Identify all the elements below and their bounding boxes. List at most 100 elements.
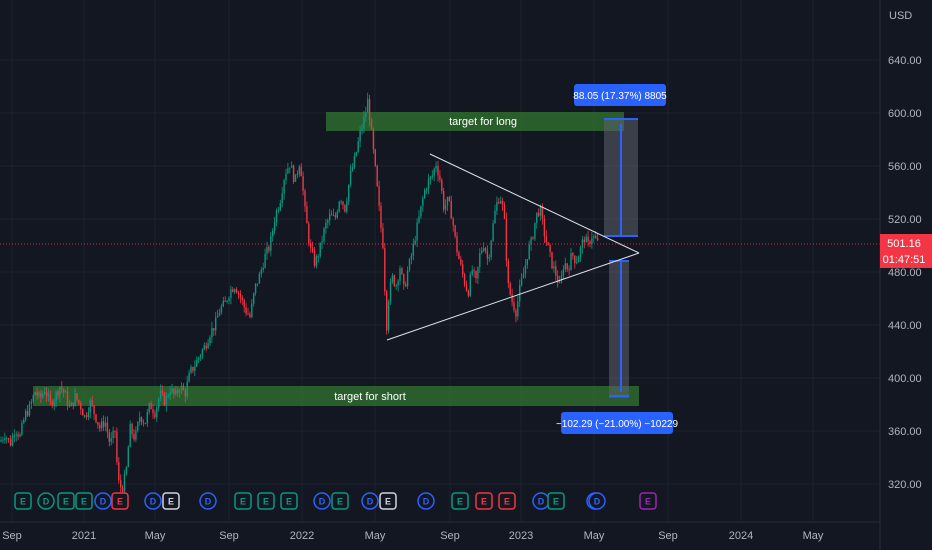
event-marker[interactable]: E [234,492,252,510]
candle-body [475,271,477,279]
time-axis[interactable]: Sep 2021 May Sep 2022 May Sep 2023 May Sep 2024 May [0,521,880,542]
candle-body [125,467,128,475]
symmetrical-triangle[interactable] [386,153,640,341]
event-marker[interactable]: E [475,492,493,510]
candle-body [116,431,118,463]
event-marker[interactable]: E [639,492,657,510]
candle-body [32,395,34,402]
candle-body [99,424,101,429]
grid-lines [0,0,880,522]
candle-body [203,345,205,350]
candle-body [146,411,148,424]
event-marker[interactable]: D [532,492,550,510]
y-tick-label: 640.00 [888,55,922,67]
candle-body [519,285,521,302]
candle-body [159,390,162,399]
short-target-zone[interactable] [33,386,639,406]
event-marker[interactable]: D [199,492,217,510]
candle-body [405,284,407,287]
event-marker[interactable]: D [361,492,379,510]
candle-body [277,209,280,211]
event-letter: D [423,497,430,507]
candle-body [190,366,192,373]
candle-body [581,239,584,248]
event-marker[interactable]: D [144,492,162,510]
measure-down-label: −102.29 (−21.00%) −10229 [556,419,678,430]
dividend-icon [94,492,112,510]
event-marker[interactable]: E [331,492,349,510]
candle-body [420,206,422,217]
measure-tools[interactable]: 88.05 (17.37%) 8805 −102.29 (−21.00%) −1… [556,84,678,434]
candle-body [505,218,508,261]
long-target-zone[interactable] [326,112,624,131]
candle-body [121,487,124,492]
event-marker[interactable]: E [451,492,469,510]
candle-body [344,204,346,212]
candle-body [272,230,274,237]
measure-up-label-box [574,84,666,106]
x-tick-label: May [365,530,386,542]
candle-body [342,201,344,205]
candle-body [137,422,139,431]
event-marker[interactable]: E [498,492,516,510]
event-marker[interactable]: E [280,492,298,510]
candle-body [211,328,213,338]
candle-body [304,190,306,207]
candle-body [249,314,251,317]
event-marker[interactable]: D [417,492,435,510]
triangle-upper-line[interactable] [429,153,640,254]
event-marker[interactable]: D [313,492,331,510]
event-marker[interactable]: E [257,492,275,510]
candle-body [564,263,566,270]
y-tick-label: 480.00 [888,267,922,279]
candle-body [218,312,221,316]
event-marker[interactable]: E [162,492,180,510]
candle-body [416,222,418,241]
currency-label: USD [889,10,912,22]
candle-body [327,220,329,223]
candle-body [36,392,38,396]
candle-body [140,417,143,423]
x-tick-label: May [584,530,605,542]
event-marker[interactable]: E [57,492,75,510]
candle-body [477,266,479,279]
candle-body [40,392,42,398]
candle-body [275,210,278,223]
x-tick-label: Sep [2,530,22,542]
candle-body [444,205,447,210]
candle-body [108,432,110,442]
candle-body [576,262,578,264]
candle-body [11,435,14,446]
candle-body [148,403,150,412]
candle-body [70,402,72,407]
candle-body [186,381,188,397]
candle-body [399,268,401,281]
event-letter: E [553,497,559,507]
price-axis[interactable]: USD 640.00 600.00 560.00 520.00 480.00 440.00… [879,0,922,550]
event-marker[interactable]: E [14,492,32,510]
candle-body [47,394,50,397]
measure-up-label: 88.05 (17.37%) 8805 [573,91,667,102]
event-markers[interactable]: EDEEDEDEDEEEDEDEDEEEDEDDE [14,492,657,510]
candle-body [577,256,580,263]
candle-body [306,206,308,224]
event-letter: D [538,497,545,507]
event-marker[interactable]: D [588,492,606,510]
candle-body [15,434,17,436]
candle-body [570,253,572,271]
triangle-lower-line[interactable] [386,252,640,341]
event-marker[interactable]: D [94,492,112,510]
measure-down-box[interactable] [609,260,629,398]
event-marker[interactable]: E [547,492,565,510]
candle-body [329,214,331,221]
event-marker[interactable]: E [111,492,129,510]
event-marker[interactable]: E [75,492,93,510]
event-marker[interactable]: D [37,492,55,510]
event-letter: E [337,497,343,507]
y-tick-label: 440.00 [888,320,922,332]
candle-body [184,390,186,397]
event-marker[interactable]: E [379,492,397,510]
candle-body [222,300,224,307]
y-tick-label: 360.00 [888,426,922,438]
